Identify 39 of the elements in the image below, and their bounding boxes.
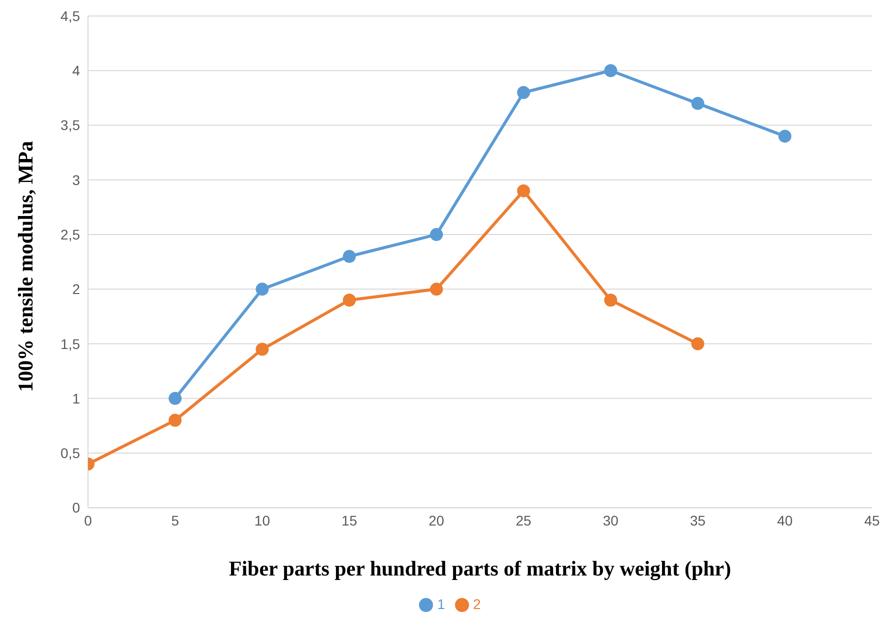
legend-label: 2 xyxy=(473,596,481,612)
point xyxy=(517,86,530,99)
y-tick-label: 0,5 xyxy=(60,445,80,462)
x-tick-label: 15 xyxy=(342,512,358,529)
y-tick-label: 4,5 xyxy=(60,8,80,24)
point xyxy=(691,96,704,110)
point xyxy=(430,282,443,296)
x-tick-label: 0 xyxy=(84,512,92,529)
point xyxy=(256,342,269,356)
point xyxy=(691,337,704,350)
x-axis-title: Fiber parts per hundred parts of matrix by weight (phr) xyxy=(228,556,732,581)
x-tick-label: 45 xyxy=(864,512,880,529)
x-tick-label: 25 xyxy=(516,512,532,529)
y-tick-label: 1 xyxy=(72,390,80,406)
y-tick-label: 2 xyxy=(72,281,80,298)
x-tick-label: 5 xyxy=(171,512,180,529)
x-tick-label: 40 xyxy=(777,512,793,529)
y-tick-label: 3 xyxy=(72,172,80,188)
point xyxy=(342,250,356,263)
y-axis-title: 100% tensile modulus, MPa xyxy=(13,140,38,392)
point xyxy=(430,228,443,242)
point xyxy=(256,282,269,296)
point xyxy=(517,184,530,198)
x-tick-label: 20 xyxy=(428,512,444,529)
point xyxy=(604,64,618,78)
point xyxy=(168,414,182,427)
y-tick-label: 4 xyxy=(72,62,80,79)
y-tick-label: 0 xyxy=(72,500,80,516)
point xyxy=(778,130,792,143)
y-tick-label: 3,5 xyxy=(60,117,80,134)
y-tick-label: 1,5 xyxy=(60,336,80,352)
point xyxy=(604,294,618,307)
x-tick-label: 35 xyxy=(690,512,706,529)
legend-label: 1 xyxy=(437,596,445,612)
x-tick-label: 30 xyxy=(602,512,619,529)
point xyxy=(168,392,182,405)
point xyxy=(342,294,356,307)
x-tick-label: 10 xyxy=(254,512,270,529)
y-tick-label: 2,5 xyxy=(60,226,80,243)
